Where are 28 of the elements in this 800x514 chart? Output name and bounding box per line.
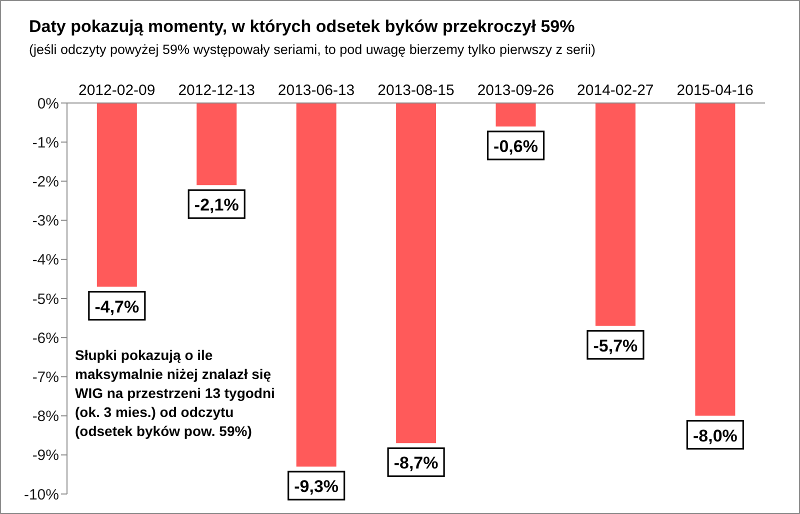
y-tick-label: -6% bbox=[32, 330, 59, 347]
annotation: Słupki pokazują o ile maksymalnie niżej znalazł się WIG na przestrzeni 13 tygodni (ok. 3 mies.) od odczytu (odsetek byków pow. 59%) bbox=[75, 346, 276, 441]
data-label: -9,3% bbox=[294, 477, 339, 496]
chart-title: Daty pokazują momenty, w których odsetek byków przekroczył 59% bbox=[29, 16, 576, 38]
y-tick-label: -2% bbox=[32, 174, 59, 191]
y-tick-label: -8% bbox=[32, 408, 59, 426]
y-tick-label: -3% bbox=[32, 212, 59, 230]
data-label: -8,7% bbox=[394, 454, 438, 473]
chart-subtitle: (jeśli odczyty powyżej 59% występowały seriami, to pod uwagę bierzemy tylko pierwszy z serii) bbox=[29, 41, 596, 59]
data-label: -8,0% bbox=[692, 426, 738, 446]
x-tick-label: 2013-06-13 bbox=[278, 82, 355, 99]
x-tick-label: 2013-08-15 bbox=[378, 82, 454, 99]
data-label: -2,1% bbox=[194, 196, 239, 215]
y-tick-label: -9% bbox=[32, 447, 59, 464]
y-tick-label: 0% bbox=[37, 95, 59, 112]
y-tick-label: -4% bbox=[32, 252, 59, 269]
x-tick-label: 2012-12-13 bbox=[178, 82, 255, 99]
y-tick-label: -7% bbox=[32, 369, 59, 386]
y-tick-label: -10% bbox=[24, 486, 59, 504]
data-label: -4,7% bbox=[94, 297, 140, 316]
x-tick-label: 2015-04-16 bbox=[676, 82, 754, 99]
data-label: -0,6% bbox=[494, 136, 538, 156]
y-tick-label: -1% bbox=[32, 134, 59, 152]
y-tick-label: -5% bbox=[32, 290, 59, 308]
x-tick-label: 2012-02-09 bbox=[78, 82, 156, 99]
x-tick-label: 2014-02-27 bbox=[577, 82, 654, 99]
data-label: -5,7% bbox=[593, 336, 638, 356]
x-tick-label: 2013-09-26 bbox=[477, 82, 554, 99]
